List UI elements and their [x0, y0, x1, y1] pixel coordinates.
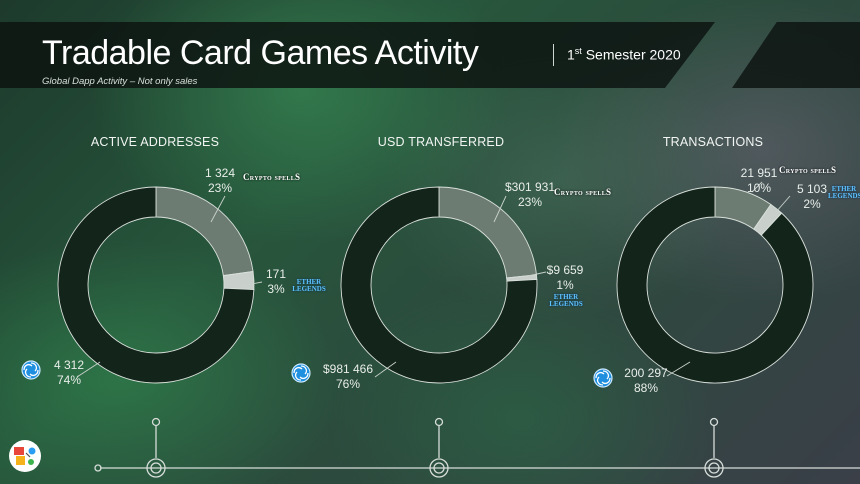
percent-label: 74% — [56, 373, 82, 387]
ether-legends-logo: ETHER LEGENDS — [546, 294, 586, 308]
timeline-start-node — [94, 464, 102, 472]
value-label: 5 103 — [796, 182, 828, 196]
percent-label: 23% — [207, 181, 233, 195]
swirl-token-icon — [21, 360, 41, 380]
label-leader-lines — [76, 181, 791, 378]
timeline — [94, 417, 860, 478]
percent-label: 1% — [556, 278, 574, 292]
period-suffix: st — [574, 46, 582, 56]
percent-label: 76% — [335, 377, 361, 391]
swirl-token-icon — [291, 363, 311, 383]
swirl-token-icon — [593, 368, 613, 388]
value-label: $301 931 — [504, 180, 556, 194]
header-divider — [553, 44, 554, 66]
timeline-stem-node — [151, 417, 161, 427]
period-ordinal: 1 — [567, 46, 575, 63]
ether-legends-logo-top: ETHER — [553, 293, 579, 301]
percent-label: 88% — [633, 381, 659, 395]
value-label: 21 951 — [740, 166, 778, 180]
value-label: 4 312 — [53, 358, 85, 372]
data-label-cryptospells: $301 931 23% — [504, 180, 556, 210]
ether-legends-logo-bottom: LEGENDS — [549, 300, 583, 308]
page-subtitle: Global Dapp Activity – Not only sales — [42, 76, 198, 87]
data-label-cryptospells: 1 324 23% — [198, 166, 242, 196]
leader-line — [374, 361, 397, 378]
timeline-node-inner — [150, 462, 162, 474]
data-label-gods-unchained: 200 297 88% — [622, 366, 670, 396]
ether-legends-logo: ETHER LEGENDS — [292, 279, 326, 293]
cryptospells-logo: Crypto spellS — [243, 172, 301, 182]
donut-slice-cryptospells — [155, 186, 254, 277]
page-title: Tradable Card Games Activity — [42, 34, 479, 72]
ether-legends-logo-top: ETHER — [296, 278, 322, 286]
leader-line — [76, 361, 101, 378]
donut-slice-gods-unchained — [616, 186, 814, 384]
ether-legends-logo: ETHER LEGENDS — [828, 186, 860, 200]
data-label-ether-legends: $9 659 1% — [545, 263, 585, 293]
timeline-stem-node — [434, 417, 444, 427]
ether-legends-logo-bottom: LEGENDS — [828, 192, 860, 200]
data-label-ether-legends: 5 103 2% — [795, 182, 829, 212]
leader-line — [751, 181, 763, 193]
data-label-gods-unchained: 4 312 74% — [50, 358, 88, 388]
timeline-node[interactable] — [146, 458, 166, 478]
timeline-stem-node — [709, 417, 719, 427]
cryptospells-logo: Crypto spellS — [779, 165, 837, 175]
header-band — [0, 22, 715, 88]
chart-title-transactions: TRANSACTIONS — [662, 135, 764, 149]
period-text: Semester 2020 — [585, 46, 681, 63]
data-label-gods-unchained: $981 466 76% — [320, 362, 376, 392]
value-label: $9 659 — [546, 263, 584, 277]
value-label: $981 466 — [322, 362, 374, 376]
leader-line — [241, 281, 263, 287]
cryptospells-logo: Crypto spellS — [554, 187, 612, 197]
chart-title-active-addresses: ACTIVE ADDRESSES — [90, 135, 220, 149]
corner-logo-icon — [9, 440, 41, 472]
ether-legends-logo-bottom: LEGENDS — [292, 285, 326, 293]
donut-slice-gods-unchained — [340, 186, 538, 384]
ether-legends-logo-top: ETHER — [831, 185, 857, 193]
chart-title-usd-transferred: USD TRANSFERRED — [377, 135, 505, 149]
donut-slice-gods-unchained — [57, 186, 255, 384]
percent-label: 2% — [803, 197, 821, 211]
period-label: 1st Semester 2020 — [567, 46, 681, 63]
leader-line — [666, 361, 691, 377]
value-label: 200 297 — [624, 366, 668, 380]
timeline-node[interactable] — [429, 458, 449, 478]
percent-label: 10% — [746, 181, 772, 195]
data-label-ether-legends: 171 3% — [259, 267, 293, 297]
leader-line — [493, 195, 507, 223]
leader-line — [768, 195, 791, 221]
percent-label: 3% — [267, 282, 285, 296]
leader-line — [527, 271, 547, 277]
value-label: 1 324 — [204, 166, 236, 180]
percent-label: 23% — [517, 195, 543, 209]
timeline-node[interactable] — [704, 458, 724, 478]
data-label-cryptospells: 21 951 10% — [740, 166, 778, 196]
donut-charts — [57, 186, 814, 384]
timeline-node-inner — [708, 462, 720, 474]
leader-line — [210, 195, 226, 223]
value-label: 171 — [265, 267, 287, 281]
timeline-node-inner — [433, 462, 445, 474]
